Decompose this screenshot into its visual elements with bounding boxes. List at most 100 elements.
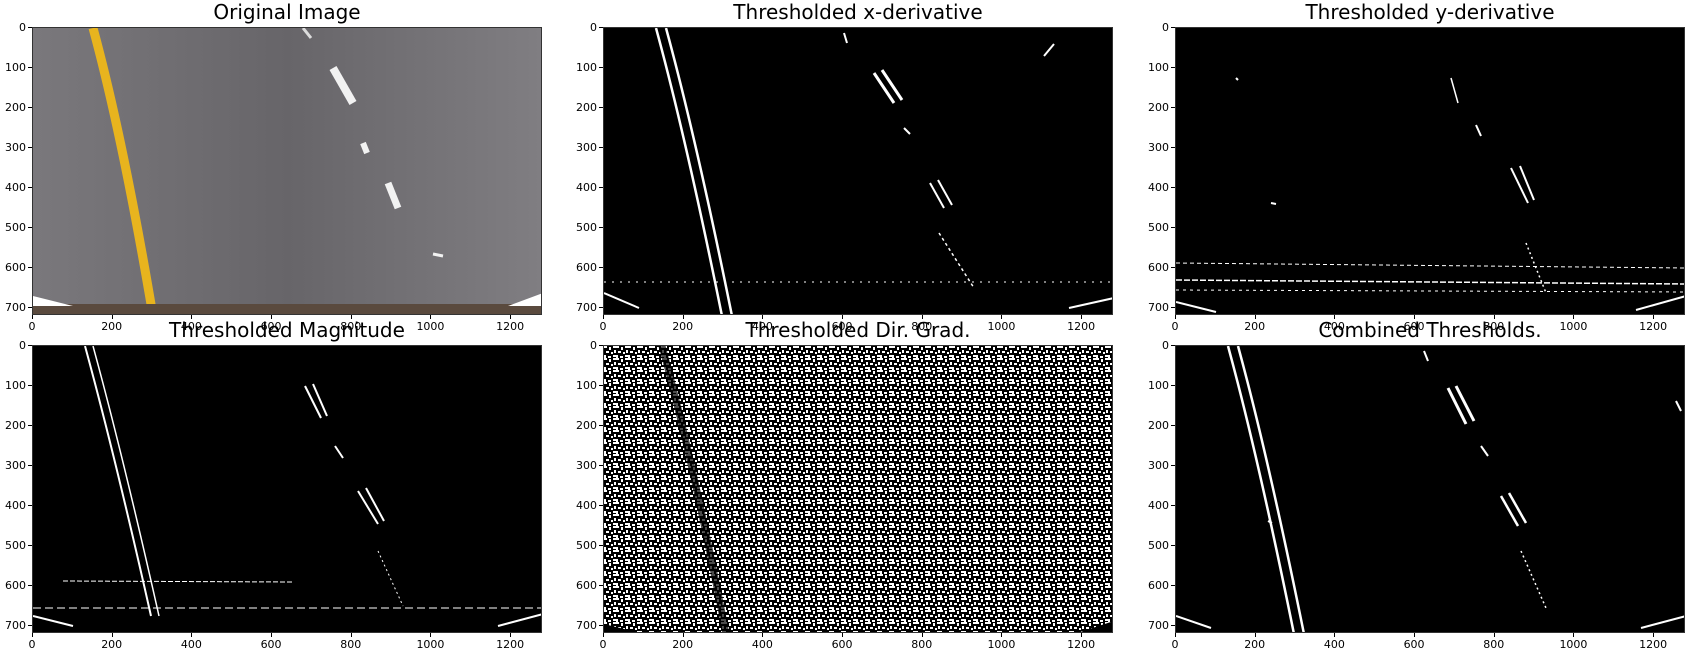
y-tick-mark: [1171, 585, 1175, 586]
x-tick-label: 0: [28, 320, 36, 333]
y-tick-label: 100: [576, 61, 597, 74]
x-tick-label: 800: [911, 638, 933, 651]
y-tick-label: 500: [1148, 221, 1169, 234]
x-tick-label: 800: [340, 320, 362, 333]
x-tick-label: 800: [911, 320, 933, 333]
x-tick-mark: [1653, 633, 1655, 637]
y-tick-label: 300: [576, 459, 597, 472]
y-tick-label: 700: [1148, 301, 1169, 314]
x-tick-label: 600: [831, 320, 853, 333]
y-tick-label: 300: [5, 141, 26, 154]
y-tick-mark: [599, 267, 603, 268]
y-tick-label: 700: [5, 301, 26, 314]
y-tick-label: 200: [1148, 419, 1169, 432]
x-tick-mark: [111, 315, 113, 319]
y-tick-mark: [599, 385, 603, 386]
x-tick-label: 800: [1483, 320, 1505, 333]
x-tick-mark: [510, 315, 512, 319]
x-tick-label: 400: [180, 638, 202, 651]
x-tick-mark: [191, 315, 193, 319]
x-tick-label: 1000: [416, 320, 445, 333]
x-tick-mark: [430, 633, 432, 637]
x-tick-label: 800: [1483, 638, 1505, 651]
x-tick-mark: [32, 633, 33, 637]
y-tick-mark: [1171, 67, 1175, 68]
x-tick-label: 0: [1171, 320, 1179, 333]
panel-title: Original Image: [213, 0, 361, 24]
x-tick-mark: [1414, 315, 1416, 319]
y-tick-label: 400: [5, 499, 26, 512]
y-tick-label: 100: [5, 379, 26, 392]
y-tick-label: 400: [576, 181, 597, 194]
y-tick-mark: [1171, 505, 1175, 506]
y-tick-mark: [1171, 107, 1175, 108]
x-tick-label: 600: [260, 638, 282, 651]
x-tick-label: 600: [260, 320, 282, 333]
x-tick-label: 600: [1403, 638, 1425, 651]
y-tick-label: 300: [1148, 459, 1169, 472]
y-tick-mark: [1171, 385, 1175, 386]
y-tick-mark: [28, 227, 32, 228]
x-tick-mark: [762, 633, 764, 637]
y-tick-label: 100: [1148, 61, 1169, 74]
y-tick-mark: [599, 345, 603, 346]
x-tick-mark: [682, 315, 684, 319]
image-y-derivative: [1175, 27, 1685, 315]
x-tick-label: 1000: [1559, 638, 1588, 651]
x-tick-mark: [430, 315, 432, 319]
x-tick-mark: [350, 633, 352, 637]
x-tick-mark: [921, 315, 923, 319]
y-tick-label: 700: [5, 619, 26, 632]
y-tick-mark: [1171, 227, 1175, 228]
x-tick-mark: [842, 315, 844, 319]
x-tick-mark: [1573, 315, 1575, 319]
y-tick-label: 700: [576, 619, 597, 632]
x-tick-label: 0: [599, 320, 607, 333]
y-tick-mark: [1171, 425, 1175, 426]
x-tick-label: 200: [1244, 320, 1266, 333]
y-tick-label: 0: [19, 21, 26, 34]
y-tick-mark: [599, 425, 603, 426]
y-tick-mark: [1171, 345, 1175, 346]
x-tick-mark: [1254, 315, 1256, 319]
panel-title: Thresholded Dir. Grad.: [745, 318, 971, 342]
y-tick-label: 500: [5, 539, 26, 552]
y-tick-label: 0: [590, 339, 597, 352]
y-tick-mark: [599, 307, 603, 308]
x-tick-mark: [1081, 315, 1083, 319]
y-tick-mark: [599, 227, 603, 228]
y-tick-label: 600: [5, 579, 26, 592]
y-tick-mark: [599, 505, 603, 506]
y-tick-label: 500: [576, 221, 597, 234]
y-tick-mark: [599, 625, 603, 626]
y-tick-mark: [1171, 147, 1175, 148]
y-tick-mark: [599, 107, 603, 108]
y-tick-mark: [28, 385, 32, 386]
x-tick-mark: [603, 633, 604, 637]
x-tick-label: 200: [1244, 638, 1266, 651]
y-tick-label: 300: [576, 141, 597, 154]
y-tick-mark: [28, 545, 32, 546]
y-tick-label: 600: [1148, 579, 1169, 592]
y-tick-mark: [28, 307, 32, 308]
x-tick-mark: [1493, 315, 1495, 319]
x-tick-label: 1200: [1067, 638, 1096, 651]
y-tick-label: 600: [5, 261, 26, 274]
y-tick-mark: [1171, 267, 1175, 268]
y-tick-label: 600: [1148, 261, 1169, 274]
y-tick-label: 300: [5, 459, 26, 472]
y-tick-label: 100: [576, 379, 597, 392]
x-tick-mark: [1001, 315, 1003, 319]
x-tick-mark: [1175, 315, 1176, 319]
y-tick-mark: [599, 27, 603, 28]
x-tick-mark: [510, 633, 512, 637]
x-tick-mark: [682, 633, 684, 637]
x-tick-label: 0: [599, 638, 607, 651]
x-tick-mark: [1653, 315, 1655, 319]
panel-title: Thresholded x-derivative: [733, 0, 983, 24]
x-tick-mark: [1081, 633, 1083, 637]
panel-title: Combined Thresholds.: [1318, 318, 1542, 342]
y-tick-label: 200: [5, 419, 26, 432]
x-tick-label: 600: [831, 638, 853, 651]
x-tick-label: 1200: [1639, 320, 1668, 333]
